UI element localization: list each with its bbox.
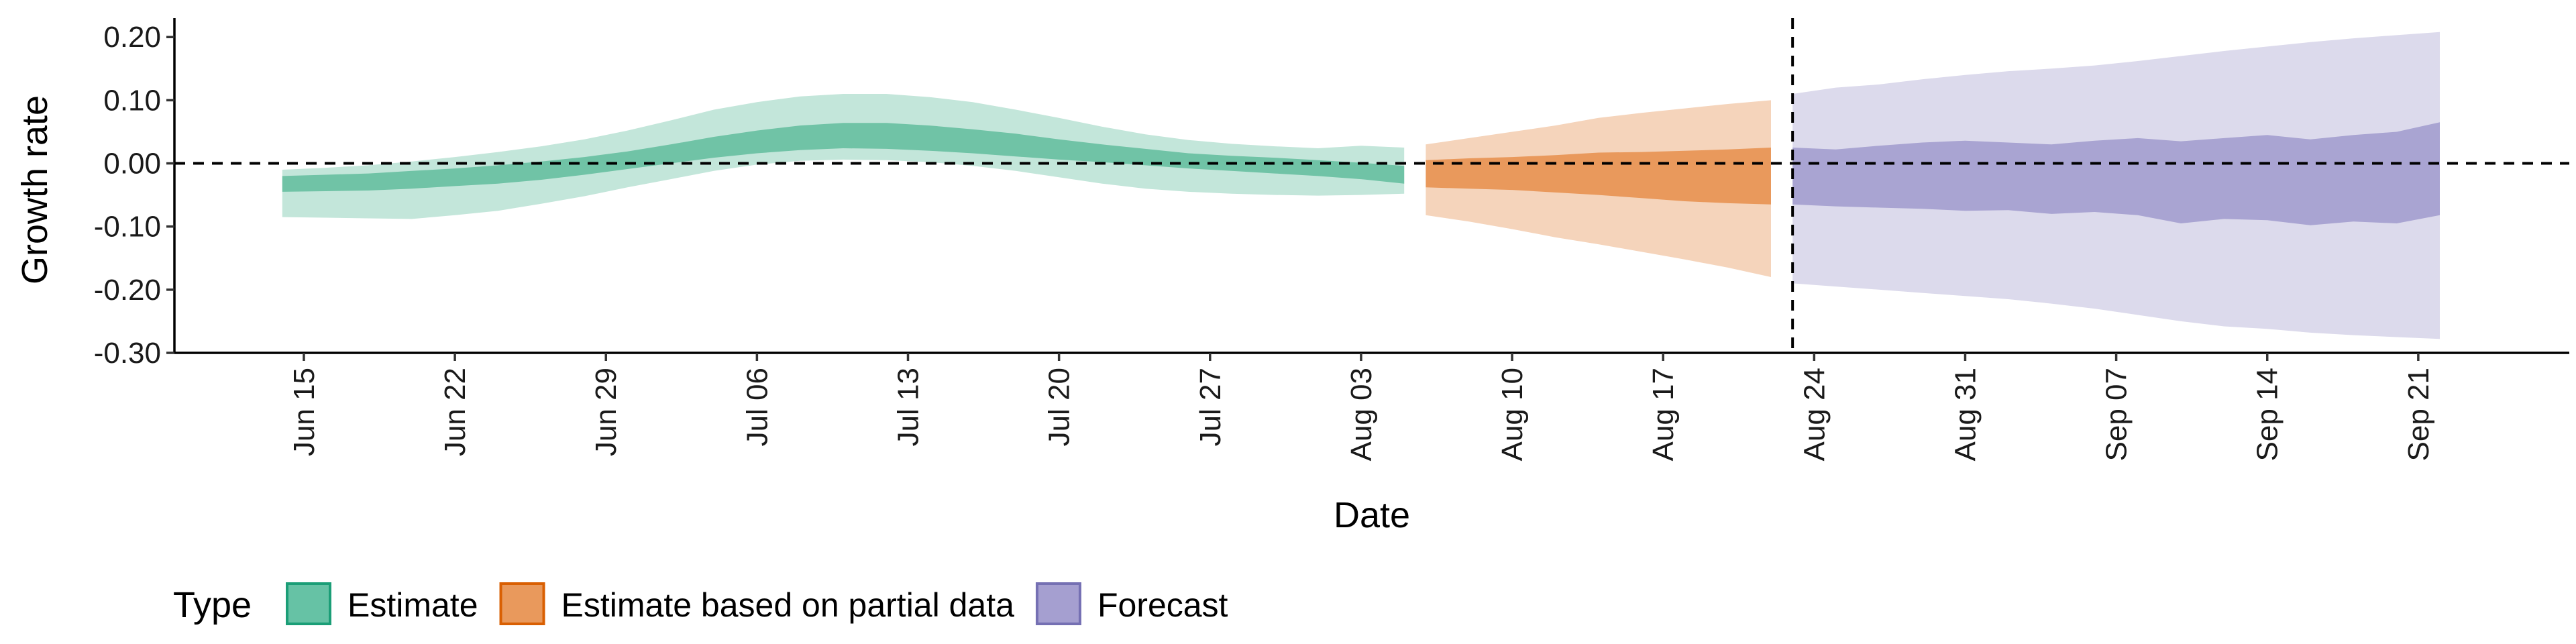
x-tick-label: Jul 06 [741, 368, 773, 446]
chart-axes: 0.20 0.10 0.00 -0.10 -0.20 -0.30 Jun 15 Jun 22 J… [94, 18, 2569, 461]
partial-inner-band [1426, 148, 1771, 205]
legend: Type Estimate Estimate based on partial d… [173, 582, 1228, 625]
y-tick-label: -0.10 [94, 211, 161, 244]
x-tick-label: Aug 03 [1345, 368, 1378, 461]
y-tick-label: 0.10 [103, 84, 161, 117]
x-tick-label: Jun 29 [590, 368, 623, 456]
x-tick-label: Aug 10 [1496, 368, 1529, 461]
x-tick-label: Jul 27 [1194, 368, 1227, 446]
partial-legend-label: Estimate based on partial data [561, 586, 1015, 624]
chart-bands [282, 32, 2440, 339]
forecast-inner-band [1792, 122, 2440, 225]
x-tick-label: Sep 21 [2402, 368, 2435, 461]
estimate-outer-band [282, 94, 1405, 219]
x-tick-label: Jul 20 [1043, 368, 1076, 446]
forecast-legend-label: Forecast [1097, 586, 1228, 624]
x-tick-label: Jun 15 [288, 368, 321, 456]
x-tick-label: Jul 13 [892, 368, 925, 446]
legend-title: Type [173, 585, 252, 625]
y-tick-label: -0.20 [94, 274, 161, 307]
y-tick-label: -0.30 [94, 337, 161, 370]
x-tick-label: Jun 22 [439, 368, 472, 456]
x-tick-label: Aug 31 [1949, 368, 1982, 461]
estimate-inner-band [282, 123, 1405, 192]
estimate-legend-swatch [286, 582, 331, 625]
estimate-legend-label: Estimate [347, 586, 478, 624]
x-tick-label: Aug 24 [1798, 368, 1831, 461]
x-tick-label: Sep 14 [2251, 368, 2284, 461]
reference-lines [174, 18, 2569, 353]
partial-legend-swatch [499, 582, 545, 625]
x-axis-title: Date [1334, 495, 1410, 535]
y-tick-label: 0.00 [103, 148, 161, 180]
x-tick-label: Sep 07 [2100, 368, 2133, 461]
forecast-legend-swatch [1035, 582, 1081, 625]
y-tick-label: 0.20 [103, 21, 161, 54]
x-tick-label: Aug 17 [1647, 368, 1680, 461]
y-axis-title: Growth rate [15, 95, 55, 284]
